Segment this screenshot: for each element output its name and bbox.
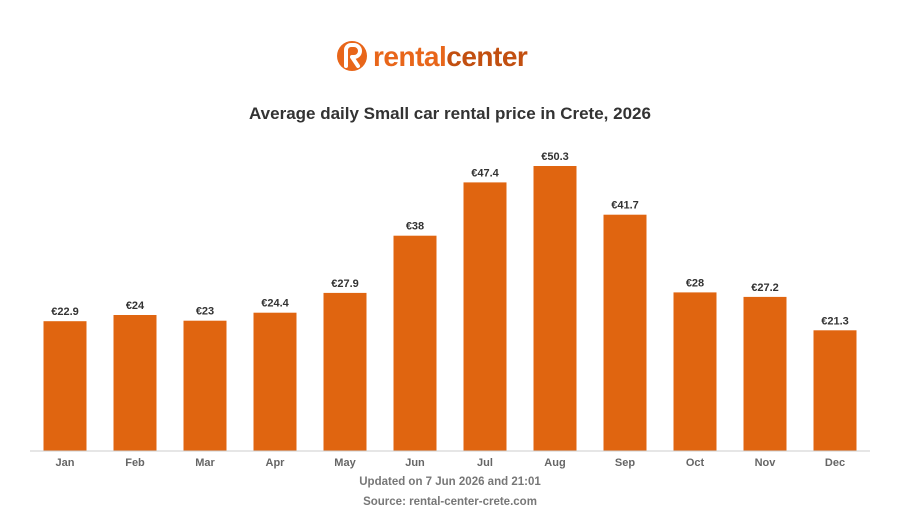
bar-aug: [533, 166, 577, 451]
x-tick-label-jul: Jul: [477, 457, 493, 469]
x-tick-label-nov: Nov: [755, 457, 777, 469]
x-tick-label-oct: Oct: [686, 457, 705, 469]
brand-logo: rentalcenter: [0, 36, 900, 76]
bar-apr: [253, 312, 297, 451]
chart-title: Average daily Small car rental price in …: [249, 104, 651, 123]
bar-jan: [43, 321, 87, 451]
value-label-feb: €24: [126, 300, 145, 312]
value-label-apr: €24.4: [261, 298, 289, 310]
x-tick-label-apr: Apr: [266, 457, 286, 469]
x-tick-label-jan: Jan: [56, 457, 75, 469]
bar-feb: [113, 315, 157, 451]
bar-may: [323, 292, 367, 451]
value-label-jul: €47.4: [471, 167, 499, 179]
x-tick-label-dec: Dec: [825, 457, 845, 469]
logo-text-rental: rental: [373, 41, 446, 72]
bar-nov: [743, 296, 787, 451]
value-label-sep: €41.7: [611, 200, 639, 212]
value-labels-layer: €22.9 €24 €23 €24.4 €27.9 €38 €47.4 €50.3 €41.7 €…: [51, 151, 849, 327]
bar-oct: [673, 292, 717, 451]
bar-mar: [183, 320, 227, 451]
x-tick-label-feb: Feb: [125, 457, 145, 469]
logo-mark: rentalcenter: [337, 41, 528, 72]
x-tick-label-jun: Jun: [405, 457, 425, 469]
bar-dec: [813, 330, 857, 451]
logo-icon: [337, 41, 367, 71]
logo-text-center: center: [446, 41, 528, 72]
value-label-may: €27.9: [331, 278, 359, 290]
x-tick-label-aug: Aug: [544, 457, 565, 469]
value-label-jan: €22.9: [51, 306, 79, 318]
x-tick-labels-layer: Jan Feb Mar Apr May Jun Jul Aug Sep Oct Nov Dec: [56, 457, 846, 469]
bars-layer: [43, 166, 857, 451]
bar-sep: [603, 214, 647, 451]
svg-text:rentalcenter: rentalcenter: [373, 41, 528, 72]
value-label-jun: €38: [406, 221, 424, 233]
footer-updated-text: Updated on 7 Jun 2026 and 21:01: [359, 476, 541, 488]
x-tick-label-may: May: [334, 457, 356, 469]
value-label-oct: €28: [686, 277, 704, 289]
value-label-dec: €21.3: [821, 315, 849, 327]
footer-source-text: Source: rental-center-crete.com: [363, 496, 537, 508]
value-label-aug: €50.3: [541, 151, 569, 163]
x-tick-label-mar: Mar: [195, 457, 215, 469]
x-tick-label-sep: Sep: [615, 457, 635, 469]
value-label-nov: €27.2: [751, 282, 779, 294]
bar-jun: [393, 235, 437, 451]
bar-jul: [463, 182, 507, 451]
value-label-mar: €23: [196, 306, 214, 318]
